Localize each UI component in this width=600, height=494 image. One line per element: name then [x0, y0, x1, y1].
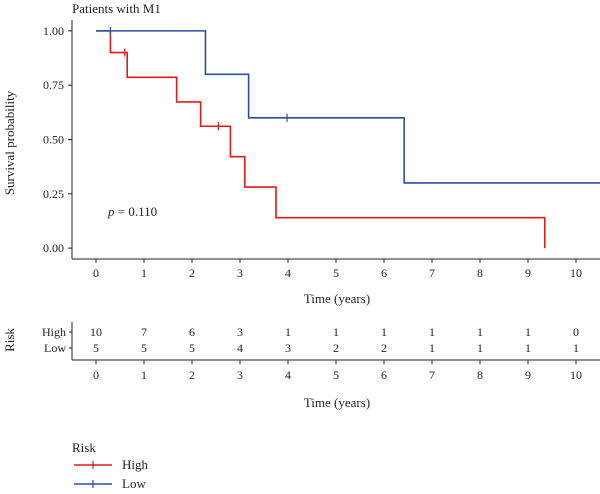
risk-count-low: 5: [93, 341, 99, 355]
risk-count-high: 1: [477, 325, 483, 339]
legend: High Low: [74, 457, 149, 491]
risk-count-low: 2: [381, 341, 387, 355]
risk-count-high: 3: [237, 325, 243, 339]
chart-title: Patients with M1: [72, 1, 161, 16]
risk-row-label-low: Low: [44, 341, 66, 355]
risk-count-low: 1: [429, 341, 435, 355]
risk-count-high: 7: [141, 325, 147, 339]
risk-count-high: 1: [525, 325, 531, 339]
survival-curve-high: [96, 31, 545, 248]
risk-count-high: 0: [573, 325, 579, 339]
risk-count-low: 1: [573, 341, 579, 355]
y-tick-label: 0.25: [43, 187, 64, 201]
y-axis-label: Survival probability: [2, 90, 17, 195]
p-value-text: = 0.110: [115, 204, 158, 219]
x-tick-label: 8: [477, 266, 483, 280]
risk-count-low: 5: [189, 341, 195, 355]
survival-curve-low: [96, 31, 600, 183]
x-tick-label: 10: [570, 266, 582, 280]
risk-count-high: 1: [333, 325, 339, 339]
risk-count-high: 1: [381, 325, 387, 339]
x-tick-label: 5: [333, 266, 339, 280]
x-tick-label: 3: [237, 266, 243, 280]
y-tick-label: 0.75: [43, 78, 64, 92]
x-tick-label: 0: [93, 266, 99, 280]
risk-count-high: 6: [189, 325, 195, 339]
legend-label-high: High: [122, 457, 149, 472]
legend-title: Risk: [72, 440, 96, 455]
plot-lines: [96, 27, 600, 248]
y-tick-label: 0.00: [43, 241, 64, 255]
x-axis-label: Time (years): [304, 291, 370, 306]
risk-x-tick-label: 10: [570, 368, 582, 382]
x-tick-label: 9: [525, 266, 531, 280]
risk-x-tick-label: 2: [189, 368, 195, 382]
x-tick-label: 6: [381, 266, 387, 280]
km-chart: Patients with M1 Survival probability 0.…: [0, 0, 600, 494]
risk-count-low: 4: [237, 341, 243, 355]
x-tick-label: 4: [285, 266, 291, 280]
risk-count-low: 1: [525, 341, 531, 355]
x-tick-label: 2: [189, 266, 195, 280]
y-tick-label: 0.50: [43, 133, 64, 147]
risk-count-low: 1: [477, 341, 483, 355]
x-tick-label: 7: [429, 266, 435, 280]
risk-table-title: Risk: [2, 328, 17, 352]
risk-x-tick-label: 4: [285, 368, 291, 382]
risk-x-axis-label: Time (years): [304, 395, 370, 410]
risk-x-tick-label: 7: [429, 368, 435, 382]
risk-x-tick-label: 9: [525, 368, 531, 382]
risk-x-tick-label: 8: [477, 368, 483, 382]
y-tick-label: 1.00: [43, 24, 64, 38]
x-tick-label: 1: [141, 266, 147, 280]
risk-count-high: 10: [90, 325, 102, 339]
risk-x-tick-label: 5: [333, 368, 339, 382]
risk-x-tick-label: 6: [381, 368, 387, 382]
risk-count-low: 3: [285, 341, 291, 355]
risk-row-label-high: High: [42, 325, 66, 339]
risk-count-high: 1: [285, 325, 291, 339]
p-value: p = 0.110: [107, 204, 157, 219]
legend-label-low: Low: [122, 476, 146, 491]
risk-x-tick-label: 3: [237, 368, 243, 382]
risk-x-tick-label: 1: [141, 368, 147, 382]
risk-count-high: 1: [429, 325, 435, 339]
risk-count-low: 5: [141, 341, 147, 355]
risk-x-tick-label: 0: [93, 368, 99, 382]
risk-count-low: 2: [333, 341, 339, 355]
